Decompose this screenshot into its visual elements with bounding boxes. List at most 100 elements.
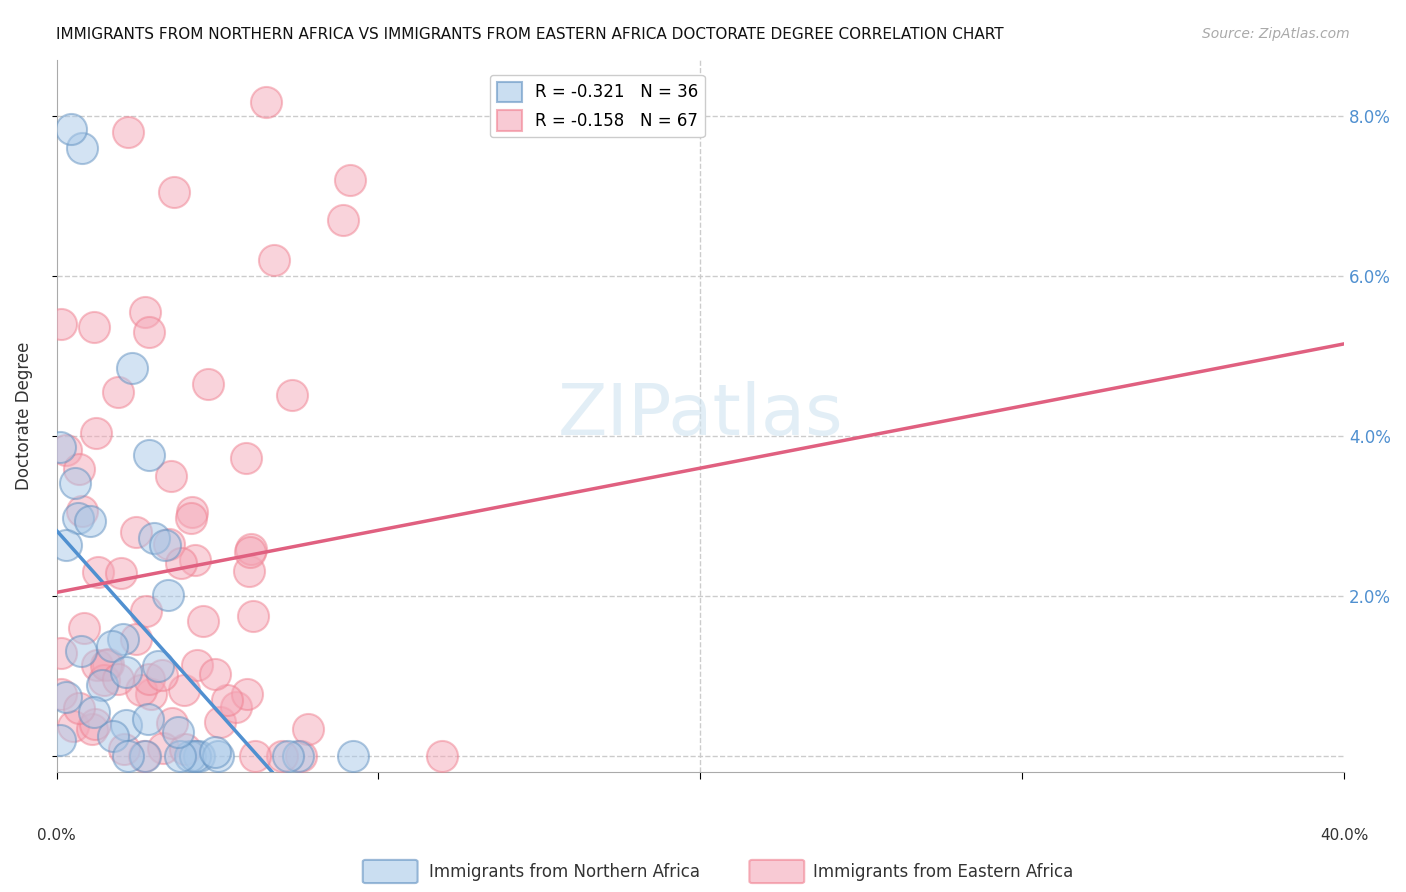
Point xyxy=(197,377,219,392)
Point xyxy=(134,305,156,319)
Point xyxy=(235,687,257,701)
Point xyxy=(55,538,77,552)
Legend: R = -0.321   N = 36, R = -0.158   N = 67: R = -0.321 N = 36, R = -0.158 N = 67 xyxy=(489,75,704,137)
Point xyxy=(51,687,73,701)
Point xyxy=(49,733,72,747)
Point xyxy=(173,683,195,698)
Point xyxy=(100,639,122,653)
Text: Immigrants from Northern Africa: Immigrants from Northern Africa xyxy=(429,863,700,881)
Point xyxy=(239,541,262,556)
Point xyxy=(281,388,304,402)
Point xyxy=(180,510,202,524)
Point xyxy=(339,172,361,186)
Point xyxy=(83,320,105,334)
Point xyxy=(90,678,112,692)
Text: ZIPatlas: ZIPatlas xyxy=(558,382,844,450)
Point xyxy=(184,552,207,566)
Point xyxy=(80,722,103,736)
Point xyxy=(243,749,266,764)
Text: Immigrants from Eastern Africa: Immigrants from Eastern Africa xyxy=(813,863,1073,881)
Point xyxy=(70,504,93,518)
Point xyxy=(121,361,143,376)
Point xyxy=(73,621,96,635)
Point xyxy=(55,442,77,457)
Point xyxy=(83,705,105,719)
Point xyxy=(239,545,262,559)
Point xyxy=(183,749,205,764)
Point xyxy=(49,440,72,454)
Point xyxy=(181,505,204,519)
Point xyxy=(136,712,159,726)
Point xyxy=(169,749,191,764)
Point xyxy=(188,749,211,764)
Point xyxy=(112,742,135,756)
Point xyxy=(117,749,139,764)
Point xyxy=(66,510,89,524)
Point xyxy=(51,646,73,660)
Point xyxy=(235,451,257,466)
Point xyxy=(115,665,138,679)
Point xyxy=(142,531,165,545)
Point xyxy=(430,749,453,764)
Y-axis label: Doctorate Degree: Doctorate Degree xyxy=(15,342,32,490)
Point xyxy=(163,185,186,199)
Point xyxy=(67,462,90,476)
Point xyxy=(125,525,148,540)
Point xyxy=(277,749,299,764)
Point xyxy=(225,700,247,714)
Point xyxy=(270,749,292,764)
Point xyxy=(138,448,160,462)
Point xyxy=(132,749,155,764)
Point xyxy=(62,719,84,733)
Point xyxy=(238,564,260,578)
Point xyxy=(60,121,83,136)
Point xyxy=(146,658,169,673)
Point xyxy=(204,745,226,759)
Point xyxy=(297,722,319,736)
Point xyxy=(117,125,139,139)
Point xyxy=(157,589,180,603)
Point xyxy=(51,317,73,331)
Point xyxy=(72,141,94,155)
Point xyxy=(125,632,148,646)
Text: 0.0%: 0.0% xyxy=(37,829,76,843)
Point xyxy=(208,714,231,729)
Point xyxy=(63,475,86,490)
Point xyxy=(217,693,239,707)
Point xyxy=(204,666,226,681)
Point xyxy=(129,682,152,697)
Point xyxy=(107,672,129,686)
Point xyxy=(174,742,197,756)
Point xyxy=(93,673,115,687)
Point xyxy=(207,749,229,764)
Point xyxy=(55,690,77,705)
Point xyxy=(97,657,120,672)
Point xyxy=(135,604,157,618)
Point xyxy=(150,667,173,681)
Point xyxy=(160,715,183,730)
Point xyxy=(186,657,208,672)
Point xyxy=(115,718,138,732)
Point xyxy=(242,608,264,623)
Point xyxy=(110,566,132,580)
Point xyxy=(287,749,309,764)
Point xyxy=(86,565,108,579)
Point xyxy=(67,700,90,714)
Point xyxy=(101,729,124,743)
Text: Source: ZipAtlas.com: Source: ZipAtlas.com xyxy=(1202,27,1350,41)
Point xyxy=(153,537,176,551)
Point xyxy=(84,426,107,441)
Point xyxy=(86,657,108,672)
Point xyxy=(166,724,188,739)
Point xyxy=(112,632,135,647)
Point xyxy=(191,614,214,628)
Point xyxy=(152,740,174,755)
Point xyxy=(332,212,354,227)
Point xyxy=(159,469,181,483)
Point xyxy=(138,672,160,686)
Point xyxy=(290,749,312,764)
Point xyxy=(107,385,129,400)
Point xyxy=(70,644,93,658)
Point xyxy=(138,325,160,339)
Point xyxy=(263,252,285,267)
